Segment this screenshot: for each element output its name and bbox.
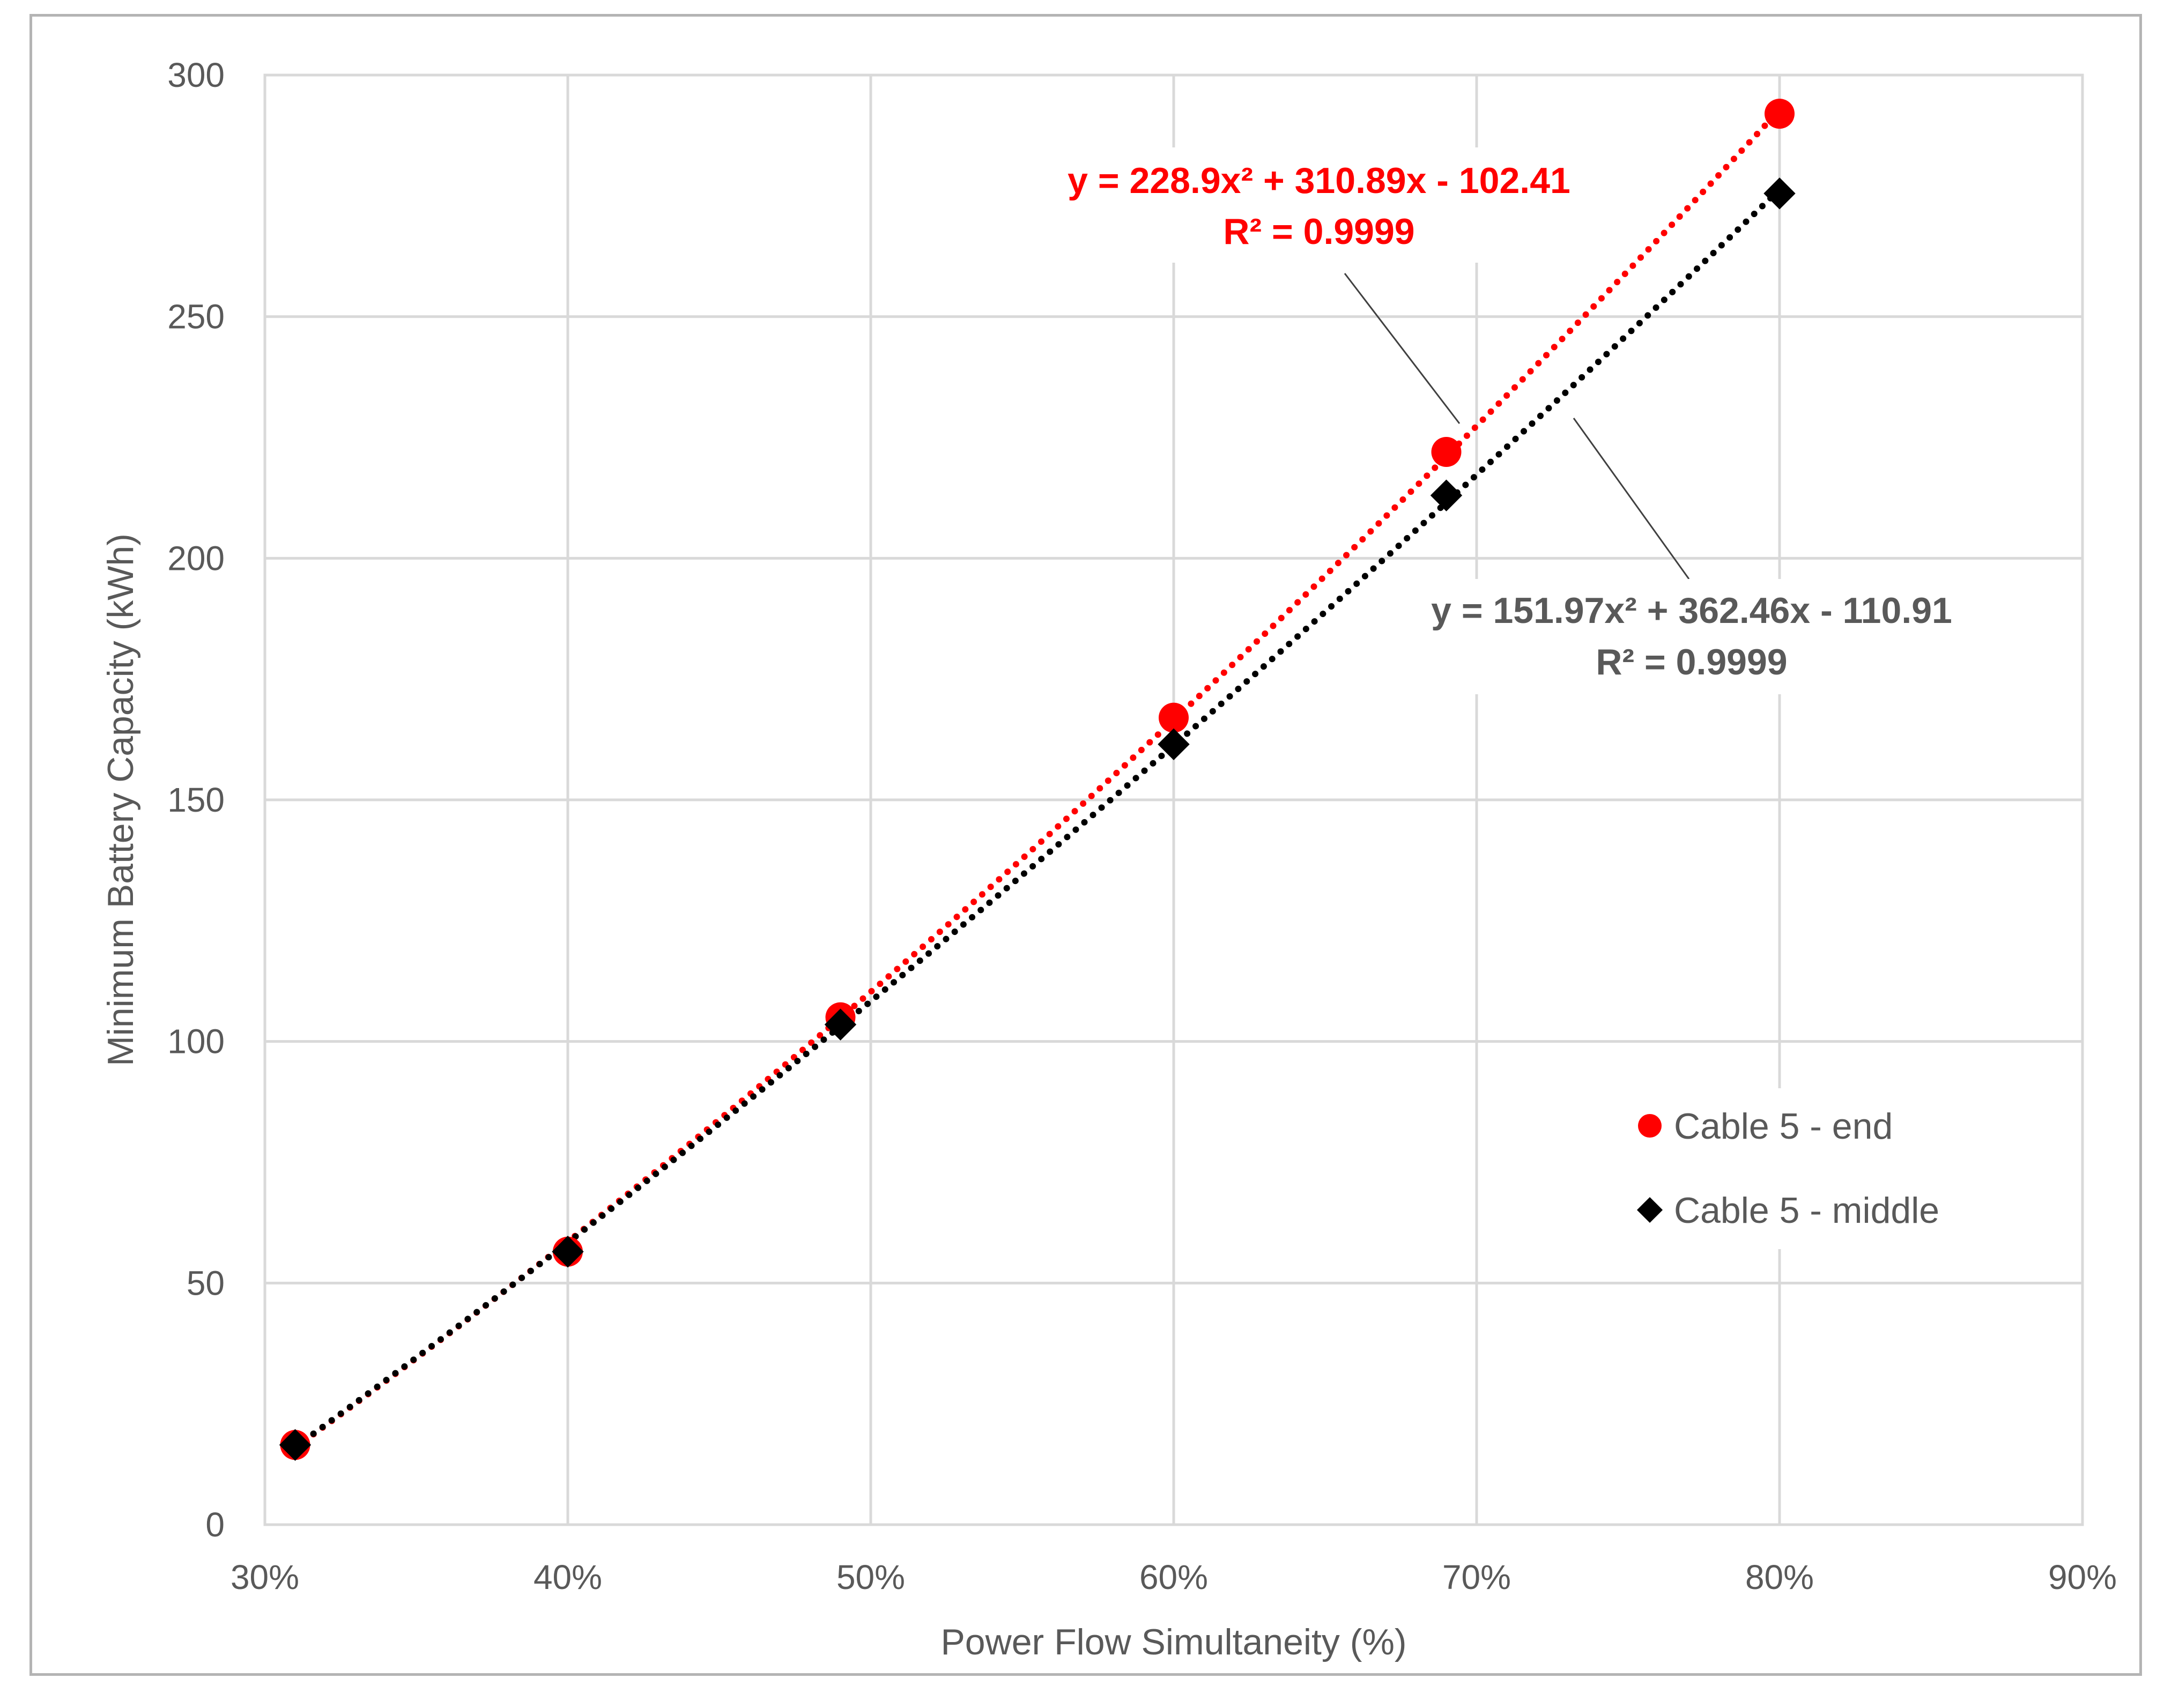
- data-point-middle: [1430, 479, 1463, 511]
- equation-end: y = 228.9x² + 310.89x - 102.41: [1068, 160, 1570, 201]
- x-axis-title: Power Flow Simultaneity (%): [940, 1622, 1406, 1662]
- legend-label-end: Cable 5 - end: [1674, 1106, 1893, 1147]
- legend-label-middle: Cable 5 - middle: [1674, 1190, 1939, 1231]
- x-tick-label: 90%: [2048, 1558, 2117, 1596]
- legend-marker-middle: [1636, 1197, 1663, 1223]
- x-tick-label: 60%: [1139, 1558, 1208, 1596]
- callout-line-end: [1344, 273, 1461, 424]
- r-squared-middle: R² = 0.9999: [1596, 642, 1787, 682]
- legend: Cable 5 - end Cable 5 - middle: [1595, 1088, 2003, 1249]
- data-point-middle: [824, 1008, 857, 1041]
- r-squared-end: R² = 0.9999: [1223, 211, 1414, 252]
- equation-label-end: y = 228.9x² + 310.89x - 102.41 R² = 0.99…: [1035, 147, 1614, 263]
- y-tick-label: 300: [167, 56, 225, 94]
- y-tick-label: 250: [167, 298, 225, 336]
- legend-marker-end: [1638, 1114, 1662, 1138]
- y-tick-label: 200: [167, 539, 225, 577]
- data-point-end: [1159, 702, 1189, 733]
- markers: [279, 99, 1796, 1461]
- data-point-end: [1765, 99, 1795, 129]
- data-point-middle: [1158, 728, 1190, 761]
- y-tick-label: 50: [187, 1264, 225, 1302]
- y-tick-label: 100: [167, 1022, 225, 1061]
- y-tick-label: 0: [205, 1505, 225, 1544]
- callout-lines: [1344, 273, 1690, 580]
- x-tick-label: 80%: [1745, 1558, 1814, 1596]
- trendline-middle: [292, 186, 1783, 1451]
- x-tick-label: 30%: [231, 1558, 299, 1596]
- grid: [265, 75, 2082, 1525]
- x-tick-label: 70%: [1442, 1558, 1511, 1596]
- plot-area-border: [263, 73, 2084, 1526]
- trendline-end: [292, 106, 1783, 1451]
- y-tick-labels: 0 50 100 150 200 250 300: [167, 56, 225, 1544]
- x-tick-label: 50%: [836, 1558, 905, 1596]
- equation-middle: y = 151.97x² + 362.46x - 110.91: [1431, 590, 1952, 631]
- y-tick-label: 150: [167, 781, 225, 819]
- chart-frame: [29, 14, 2142, 1676]
- data-point-middle: [279, 1429, 312, 1461]
- callout-line-middle: [1573, 418, 1690, 580]
- data-point-end: [1431, 437, 1462, 467]
- trend-lines: [292, 106, 1783, 1451]
- x-tick-labels: 30% 40% 50% 60% 70% 80% 90%: [231, 1558, 2117, 1596]
- x-tick-label: 40%: [533, 1558, 602, 1596]
- data-point-middle: [552, 1236, 584, 1268]
- y-axis-title: Minimum Battery Capacity (kWh): [100, 533, 141, 1066]
- equation-label-middle: y = 151.97x² + 362.46x - 110.91 R² = 0.9…: [1383, 579, 1984, 694]
- data-point-middle: [1763, 177, 1796, 210]
